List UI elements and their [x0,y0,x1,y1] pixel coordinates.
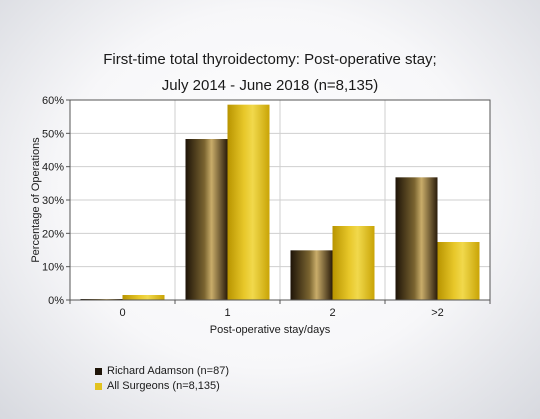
bar-all-surgeons-0 [122,295,165,300]
y-tick-label: 40% [42,162,64,174]
x-tick-label: 1 [224,307,230,319]
legend-swatch-series-1 [95,367,102,375]
legend-label-series-1: Richard Adamson (n=87) [107,365,229,377]
bar-all-surgeons-3 [437,242,480,300]
plot-frame [69,99,491,301]
chart-title: First-time total thyroidectomy: Post-ope… [103,51,437,68]
y-axis-title: Percentage of Operations [30,137,42,263]
legend-label-series-2: All Surgeons (n=8,135) [107,380,220,392]
y-tick-label: 0% [48,295,64,307]
y-tick-label: 10% [42,262,64,274]
legend-item-series-2: All Surgeons (n=8,135) [95,379,229,393]
axes [66,99,491,304]
bar-richard-adamson-3 [395,177,438,300]
y-tick-label: 20% [42,228,64,240]
y-tick-label: 50% [42,128,64,140]
x-tick-label: 2 [329,307,335,319]
legend-swatch-series-2 [95,382,102,390]
legend: Richard Adamson (n=87) All Surgeons (n=8… [95,364,229,394]
bar-richard-adamson-2 [290,250,333,300]
chart-subtitle: July 2014 - June 2018 (n=8,135) [161,77,379,94]
legend-item-series-1: Richard Adamson (n=87) [95,364,229,378]
bar-all-surgeons-2 [332,226,375,300]
bars [80,104,480,301]
x-tick-labels: 0 1 2 >2 [119,307,443,319]
x-tick-label: >2 [431,307,444,319]
x-tick-label: 0 [119,307,125,319]
y-tick-label: 60% [42,95,64,107]
bar-richard-adamson-1 [185,139,228,300]
bar-all-surgeons-1 [227,104,270,301]
x-axis-title: Post-operative stay/days [210,324,331,336]
y-tick-label: 30% [42,195,64,207]
y-tick-labels: 0% 10% 20% 30% 40% 50% 60% [42,95,64,307]
